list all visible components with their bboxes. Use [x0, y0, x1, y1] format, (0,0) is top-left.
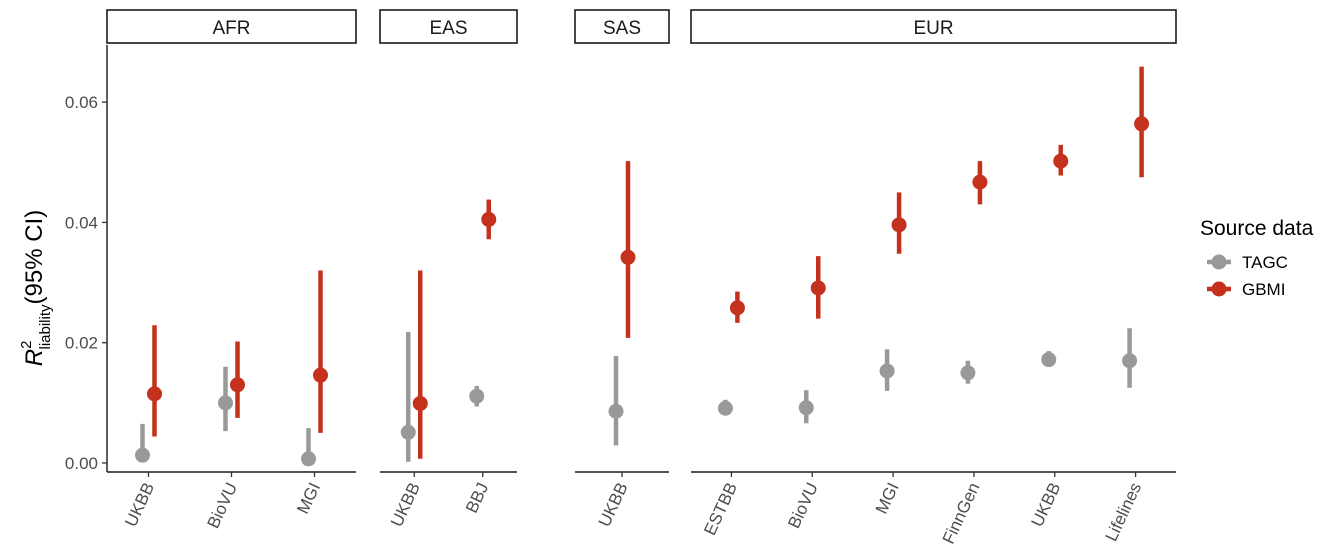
legend-title: Source data — [1200, 217, 1314, 240]
point-tagc-biovu — [218, 395, 233, 411]
y-axis-label: R2 liability(95% CI) — [18, 210, 54, 366]
point-tagc-mgi — [301, 451, 316, 467]
legend-entry-gbmi: GBMI — [1242, 280, 1285, 299]
facet-strip — [574, 9, 670, 44]
point-gbmi-biovu — [230, 377, 245, 393]
legend-key-point — [1211, 254, 1227, 270]
x-tick-label: Lifelines — [1102, 480, 1146, 545]
facet-strip-label: AFR — [213, 18, 251, 39]
point-tagc-ukbb — [608, 403, 624, 419]
point-gbmi-bbj — [481, 211, 497, 227]
facet-sas: SAS UKBB — [574, 9, 670, 530]
point-gbmi-ukbb — [147, 386, 162, 402]
point-tagc-bbj — [469, 388, 485, 404]
x-tick-label: MGI — [293, 480, 324, 517]
facet-eas: EAS UKBB BBJ — [379, 9, 518, 530]
point-gbmi-lifelines — [1134, 116, 1150, 132]
facet-eur: EUR ESTBB BioVU MGI FinnGen UKBB Lifelines — [690, 9, 1177, 547]
x-tick-label: MGI — [872, 480, 903, 517]
facet-panels: AFR UKBB BioVU MGI EAS UKBB BBJ SAS UKBB EUR ESTBB… — [106, 9, 1177, 547]
x-tick-label: BioVU — [204, 480, 242, 532]
point-tagc-finngen — [960, 365, 976, 381]
x-tick-label: UKBB — [595, 480, 632, 530]
y-axis: 0.00 0.02 0.04 0.06 — [65, 45, 108, 473]
point-gbmi-ukbb — [412, 395, 428, 411]
point-gbmi-ukbb — [620, 249, 636, 265]
y-tick-label: 0.00 — [65, 454, 98, 473]
point-gbmi-biovu — [810, 280, 826, 296]
point-tagc-mgi — [879, 363, 895, 379]
point-tagc-biovu — [798, 400, 814, 416]
x-tick-label: UKBB — [387, 480, 424, 530]
facet-strip-label: EUR — [913, 18, 953, 39]
facet-strip-label: SAS — [603, 18, 641, 39]
point-tagc-ukbb — [135, 447, 150, 463]
point-gbmi-finngen — [972, 174, 988, 190]
point-gbmi-ukbb — [1053, 153, 1069, 169]
point-tagc-lifelines — [1122, 353, 1138, 369]
facet-strip — [106, 9, 357, 44]
point-gbmi-mgi — [313, 367, 328, 383]
legend-keys: TAGC GBMI — [1207, 253, 1288, 299]
x-tick-label: UKBB — [121, 480, 158, 530]
facet-afr: AFR UKBB BioVU MGI — [106, 9, 357, 532]
point-tagc-ukbb — [1041, 352, 1057, 368]
facet-strip-label: EAS — [429, 18, 467, 39]
x-tick-label: BioVU — [784, 480, 822, 532]
x-tick-label: BBJ — [462, 480, 492, 516]
legend: Source data TAGC GBMI — [1200, 217, 1314, 299]
x-tick-label: UKBB — [1028, 480, 1065, 530]
legend-entry-tagc: TAGC — [1242, 253, 1288, 272]
point-tagc-ukbb — [400, 424, 416, 440]
point-gbmi-estbb — [729, 300, 745, 316]
facet-strip — [379, 9, 518, 44]
legend-key-point — [1211, 281, 1227, 297]
point-gbmi-mgi — [891, 217, 907, 233]
x-tick-label: FinnGen — [939, 480, 984, 547]
x-tick-label: ESTBB — [700, 480, 741, 539]
y-tick-label: 0.04 — [65, 213, 98, 232]
point-tagc-estbb — [717, 400, 733, 416]
y-tick-label: 0.02 — [65, 334, 98, 353]
y-tick-label: 0.06 — [65, 93, 98, 112]
facet-strip — [690, 9, 1177, 44]
